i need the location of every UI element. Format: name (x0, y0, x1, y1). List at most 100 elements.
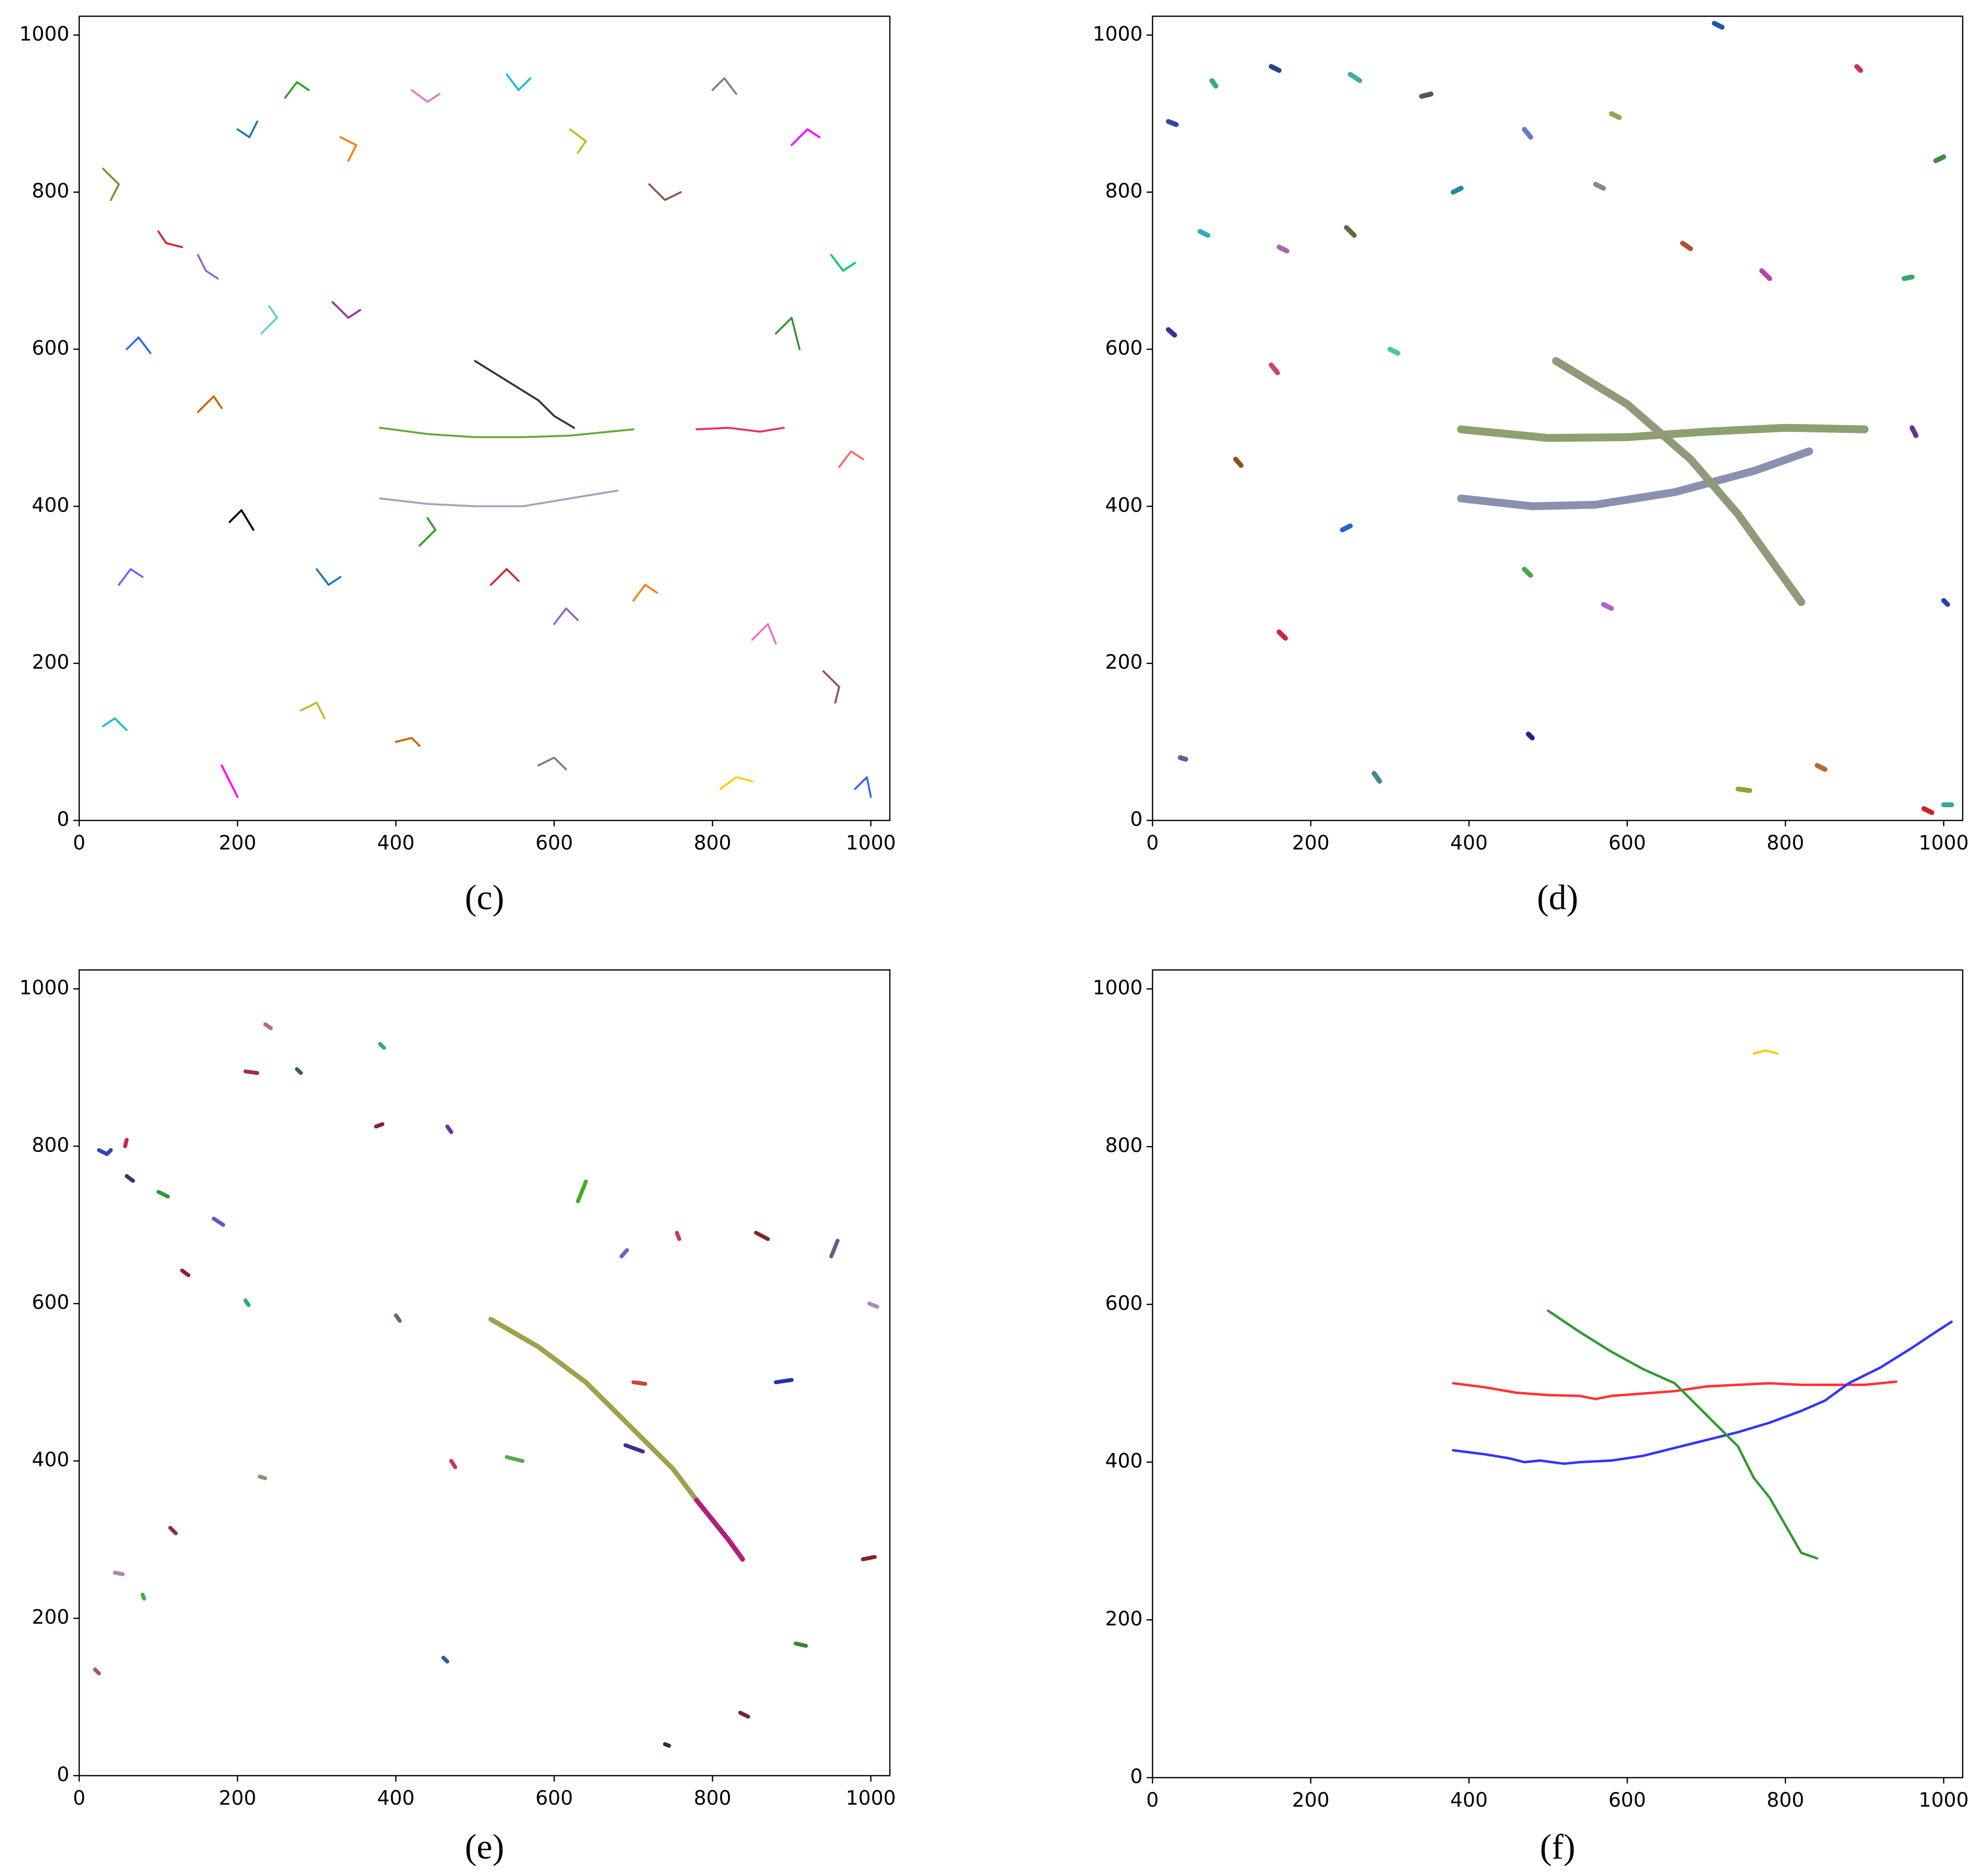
track (125, 336, 152, 354)
y-tick-label: 200 (32, 1606, 69, 1629)
track (632, 584, 658, 602)
track (1941, 598, 1950, 607)
track (315, 568, 342, 586)
x-tick-label: 1000 (1919, 1789, 1969, 1812)
track (861, 1555, 877, 1562)
track (1209, 78, 1218, 89)
track (1921, 806, 1935, 815)
track (243, 1298, 251, 1307)
y-tick-label: 200 (1105, 651, 1143, 674)
track (537, 756, 567, 771)
track (1735, 787, 1753, 793)
track (696, 426, 785, 433)
x-tick-label: 600 (535, 832, 573, 854)
track (332, 301, 362, 319)
x-tick-label: 600 (1609, 832, 1646, 854)
track (1902, 274, 1915, 281)
track (410, 89, 441, 103)
track (339, 136, 358, 162)
panel-caption: (d) (1537, 878, 1578, 917)
track (1910, 425, 1919, 438)
track (445, 1124, 454, 1134)
y-tick-label: 0 (1130, 808, 1143, 831)
track (838, 450, 864, 468)
plot-frame (1152, 969, 1964, 1779)
y-tick-label: 1000 (1093, 976, 1143, 999)
track (1521, 567, 1533, 578)
track (102, 717, 128, 731)
track (1815, 763, 1828, 772)
track (1233, 456, 1244, 468)
track (102, 167, 120, 201)
track (140, 1593, 146, 1601)
track (1457, 447, 1813, 511)
track (829, 1239, 840, 1259)
track (867, 1301, 880, 1309)
y-tick-label: 0 (1130, 1765, 1143, 1788)
x-tick-label: 600 (535, 1787, 573, 1810)
track (1166, 327, 1177, 338)
track (419, 517, 437, 547)
track (1854, 64, 1863, 73)
y-tick-label: 400 (1105, 1450, 1143, 1473)
panel-caption: (c) (465, 878, 504, 917)
track (212, 1216, 225, 1227)
track (1933, 154, 1946, 163)
x-tick-label: 400 (377, 1787, 415, 1810)
x-tick-label: 800 (694, 1787, 731, 1810)
track (1387, 347, 1400, 356)
track (118, 568, 144, 586)
x-tick-label: 0 (1146, 832, 1158, 854)
track (228, 509, 255, 531)
track (790, 128, 820, 146)
track (1552, 357, 1805, 606)
track (260, 305, 278, 335)
x-tick-label: 800 (1767, 1789, 1804, 1812)
track (1712, 21, 1725, 30)
track (623, 1443, 645, 1453)
track (1452, 1380, 1898, 1400)
y-tick-label: 0 (57, 1763, 69, 1786)
track (1452, 1320, 1953, 1465)
track (711, 77, 737, 95)
x-tick-label: 800 (1767, 832, 1804, 854)
y-tick-label: 600 (1105, 337, 1143, 360)
track (197, 254, 219, 280)
track (97, 1148, 113, 1156)
track (1419, 91, 1434, 99)
x-tick-label: 200 (219, 832, 256, 854)
track (1276, 244, 1290, 254)
track (1759, 268, 1772, 281)
plot-frame (78, 15, 891, 821)
track (1344, 225, 1357, 238)
track (1348, 72, 1363, 83)
track (1680, 241, 1693, 251)
track (775, 317, 801, 350)
track (489, 568, 520, 586)
track (449, 1459, 457, 1469)
track (1371, 771, 1382, 784)
track (505, 1455, 525, 1463)
y-tick-label: 800 (32, 1134, 69, 1156)
y-tick-label: 800 (1105, 1134, 1143, 1157)
track (822, 670, 840, 704)
track (379, 426, 635, 438)
track (243, 1069, 260, 1075)
track (284, 81, 310, 99)
y-tick-label: 400 (1105, 494, 1143, 516)
track (124, 1174, 135, 1183)
track (180, 1269, 191, 1277)
x-tick-label: 0 (1146, 1789, 1158, 1812)
track (1340, 523, 1353, 533)
track (774, 1378, 794, 1385)
track (378, 1042, 386, 1050)
track (1547, 1309, 1819, 1560)
y-tick-label: 1000 (19, 23, 69, 45)
track (1752, 1049, 1779, 1055)
track (441, 1656, 450, 1664)
x-tick-label: 1000 (846, 1787, 896, 1810)
track (751, 623, 777, 645)
track (168, 1526, 178, 1536)
panel-caption: (e) (465, 1827, 504, 1867)
x-tick-label: 400 (377, 832, 415, 854)
